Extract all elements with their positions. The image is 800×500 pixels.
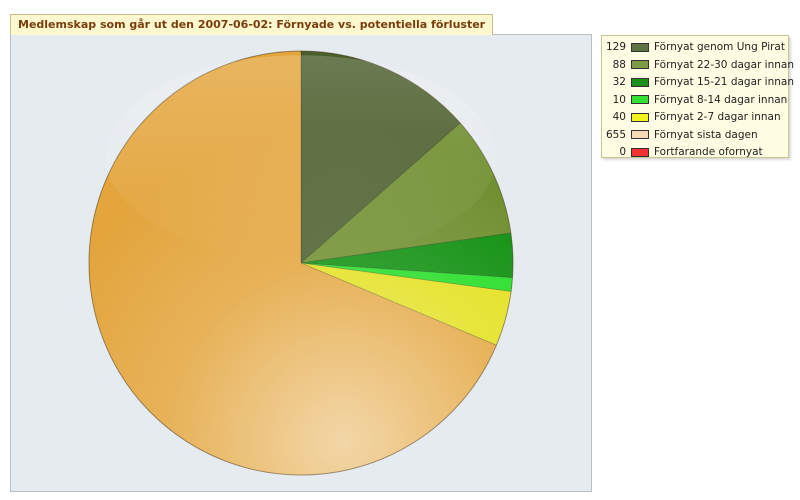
pie-gloss xyxy=(105,55,497,259)
legend-item: 32 Förnyat 15-21 dagar innan xyxy=(602,74,794,92)
pie-chart xyxy=(88,50,514,476)
legend-label: Förnyat genom Ung Pirat xyxy=(654,41,785,53)
legend-swatch xyxy=(631,112,649,122)
chart-title: Medlemskap som går ut den 2007-06-02: Fö… xyxy=(10,14,494,35)
legend-count: 129 xyxy=(605,41,626,53)
legend-item: 40 Förnyat 2-7 dagar innan xyxy=(602,109,788,127)
legend-item: 88 Förnyat 22-30 dagar innan xyxy=(602,57,794,75)
legend-swatch xyxy=(631,60,649,69)
legend-label: Förnyat sista dagen xyxy=(654,128,758,141)
legend-label: Förnyat 15-21 dagar innan xyxy=(654,76,794,88)
legend-count: 88 xyxy=(612,58,626,71)
legend-swatch xyxy=(631,95,649,104)
legend-swatch xyxy=(631,77,649,87)
legend-count: 0 xyxy=(619,146,626,158)
legend-label: Förnyat 8-14 dagar innan xyxy=(654,93,788,106)
legend-label: Förnyat 2-7 dagar innan xyxy=(654,111,781,123)
legend-swatch xyxy=(631,42,649,52)
legend-count: 32 xyxy=(612,76,626,88)
legend-label: Fortfarande ofornyat xyxy=(654,146,763,158)
legend-count: 40 xyxy=(612,111,626,123)
legend-swatch xyxy=(631,130,649,139)
legend-count: 10 xyxy=(612,93,626,106)
legend-count: 655 xyxy=(605,128,626,141)
plot-area xyxy=(10,34,592,492)
legend-item: 129 Förnyat genom Ung Pirat xyxy=(602,39,788,57)
legend-item: 10 Förnyat 8-14 dagar innan xyxy=(602,92,788,110)
legend-swatch xyxy=(631,147,649,157)
legend-label: Förnyat 22-30 dagar innan xyxy=(654,58,794,71)
legend-item: 0 Fortfarande ofornyat xyxy=(602,144,788,162)
legend-item: 655 Förnyat sista dagen xyxy=(602,127,788,145)
legend: 129 Förnyat genom Ung Pirat 88 Förnyat 2… xyxy=(601,35,794,158)
